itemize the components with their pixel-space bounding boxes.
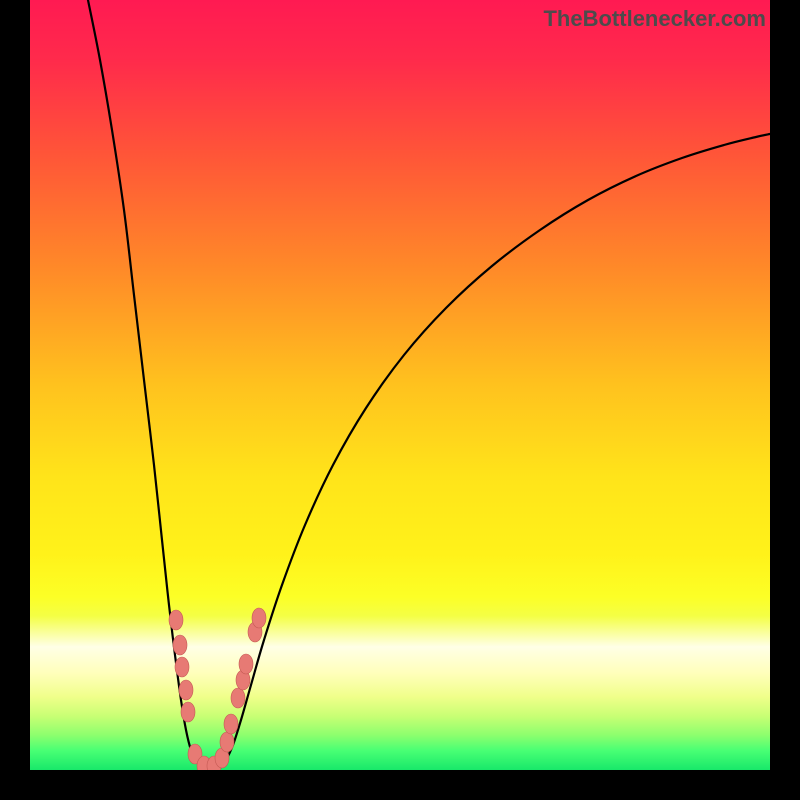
data-marker — [173, 635, 187, 655]
border-right — [770, 0, 800, 800]
data-marker — [179, 680, 193, 700]
watermark-text: TheBottlenecker.com — [543, 6, 766, 32]
bottleneck-curve — [88, 0, 770, 770]
data-marker — [252, 608, 266, 628]
chart-frame: TheBottlenecker.com — [0, 0, 800, 800]
data-marker — [169, 610, 183, 630]
data-marker — [239, 654, 253, 674]
border-left — [0, 0, 30, 800]
data-marker — [224, 714, 238, 734]
border-bottom — [0, 770, 800, 800]
data-marker — [231, 688, 245, 708]
plot-area — [30, 0, 770, 770]
data-marker — [181, 702, 195, 722]
data-markers — [169, 608, 266, 770]
data-marker — [220, 732, 234, 752]
bottleneck-curve-svg — [30, 0, 770, 770]
data-marker — [175, 657, 189, 677]
